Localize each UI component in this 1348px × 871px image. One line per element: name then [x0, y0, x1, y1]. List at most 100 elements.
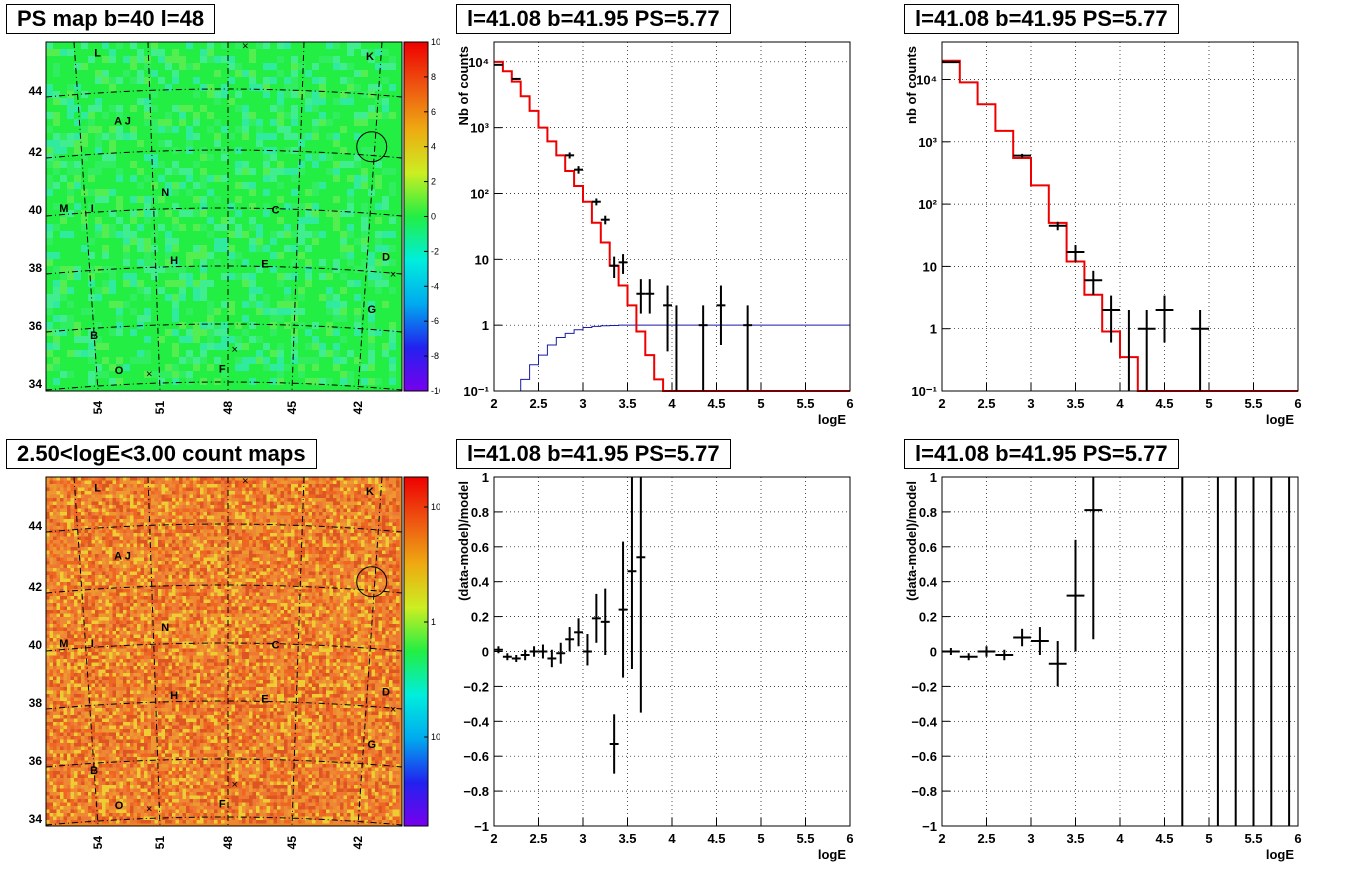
latitude-line	[45, 207, 403, 217]
data-point	[591, 198, 601, 206]
source-label: E	[261, 694, 268, 706]
data-point	[698, 305, 708, 391]
colorbar-tick-label: 8	[431, 72, 436, 82]
x-tick-label: 5.5	[796, 396, 814, 411]
latitude-line	[45, 816, 403, 826]
data-point	[942, 61, 960, 64]
colorbar-tick-label: -6	[431, 316, 439, 326]
x-tick-label: 6	[846, 396, 853, 411]
lat-tick-label: 44	[29, 519, 43, 533]
data-point	[494, 63, 503, 66]
map-graticule	[45, 476, 403, 827]
cross-marker: ×	[231, 779, 237, 791]
y-tick-label: 1	[482, 470, 489, 485]
source-label: H	[170, 255, 178, 267]
y-tick-label: −0.2	[911, 679, 937, 694]
data-point	[1191, 309, 1209, 391]
source-label: K	[366, 51, 374, 63]
x-tick-label: 5.5	[1244, 831, 1262, 846]
data-point	[609, 256, 619, 279]
y-tick-label: 0.4	[471, 575, 490, 590]
y-tick-label: 10⁻¹	[911, 384, 937, 399]
colorbar-tick-label: 10⁻¹	[431, 732, 440, 742]
x-tick-label: 4.5	[707, 831, 725, 846]
latitude-line	[45, 88, 403, 98]
data-point	[574, 166, 583, 174]
colorbar-tick-label: -10	[431, 386, 440, 396]
colorbar-tick-label: -4	[431, 281, 439, 291]
x-tick-label: 5.5	[1244, 396, 1262, 411]
longitude-line	[357, 41, 383, 392]
y-tick-label: 0.6	[471, 540, 489, 555]
source-label: A J	[114, 116, 131, 128]
latitude-line	[45, 700, 403, 710]
data-point	[583, 634, 592, 666]
source-label: E	[261, 259, 268, 271]
lon-tick-label: 45	[285, 401, 299, 415]
x-tick-label: 3.5	[1066, 396, 1084, 411]
x-tick-label: 5	[757, 396, 764, 411]
x-tick-label: 3	[1027, 831, 1034, 846]
source-label: D	[382, 252, 390, 264]
source-label: B	[90, 330, 98, 342]
data-point	[995, 649, 1014, 661]
source-label: K	[366, 486, 374, 498]
lon-tick-label: 54	[91, 836, 105, 850]
x-tick-label: 3	[579, 396, 586, 411]
x-axis-label: logE	[818, 412, 846, 427]
y-tick-label: 0	[930, 645, 937, 660]
source-label: N	[161, 622, 169, 634]
y-tick-label: −0.2	[463, 679, 489, 694]
latitude-line	[45, 381, 403, 391]
source-label: O	[115, 800, 124, 812]
source-label: I	[91, 638, 94, 650]
colorbar	[403, 476, 429, 827]
lon-tick-label: 48	[221, 836, 235, 850]
map-graticule	[45, 41, 403, 392]
y-tick-label: 1	[930, 470, 937, 485]
data-point	[600, 215, 610, 225]
x-tick-label: 4	[1116, 396, 1124, 411]
x-tick-label: 4.5	[707, 396, 725, 411]
colorbar-tick-label: 2	[431, 177, 436, 187]
x-tick-label: 2	[490, 396, 497, 411]
data-point	[663, 285, 672, 352]
ratio-step-line	[511, 324, 850, 392]
cross-marker: ×	[146, 804, 152, 816]
x-tick-label: 4.5	[1155, 396, 1173, 411]
y-tick-label: 10⁴	[468, 55, 489, 70]
plot-frame	[493, 41, 851, 392]
lat-tick-label: 40	[29, 638, 43, 652]
source-label: M	[59, 638, 68, 650]
data-point	[609, 714, 619, 774]
longitude-line	[147, 476, 161, 827]
colorbar-tick-label: 6	[431, 107, 436, 117]
lat-tick-label: 34	[29, 377, 43, 391]
x-tick-label: 4.5	[1155, 831, 1173, 846]
colorbar-tick-label: 10	[431, 37, 440, 47]
latitude-line	[45, 265, 403, 275]
data-point	[743, 305, 753, 391]
x-tick-label: 2.5	[529, 396, 547, 411]
ps-circle-marker	[356, 131, 388, 163]
y-axis-label: Nb of counts	[456, 46, 471, 125]
spectrum-chart-panel: 2 2.5 3 3.5 4 4.5 5 5.5 6 10⁻¹ 1 10 10² 10³ 10⁴ logE Nb …	[448, 0, 888, 430]
colorbar-tick-label: -2	[431, 246, 439, 256]
x-tick-label: 3.5	[1066, 831, 1084, 846]
source-label: O	[115, 365, 124, 377]
data-point	[574, 618, 583, 647]
data-point	[627, 477, 637, 669]
x-tick-label: 4	[668, 831, 676, 846]
source-label: C	[272, 640, 280, 652]
spectrum-chart-title: l=41.08 b=41.95 PS=5.77	[456, 4, 731, 34]
residual-chart-title: l=41.08 b=41.95 PS=5.77	[456, 439, 731, 469]
map-frame	[45, 476, 403, 827]
y-tick-label: 0.4	[919, 575, 938, 590]
data-point	[636, 279, 646, 314]
x-tick-label: 4	[668, 396, 676, 411]
data-point	[511, 654, 521, 662]
data-point	[1066, 539, 1085, 652]
longitude-line	[73, 41, 99, 392]
x-tick-label: 6	[1294, 396, 1301, 411]
y-tick-label: 10	[923, 259, 937, 274]
